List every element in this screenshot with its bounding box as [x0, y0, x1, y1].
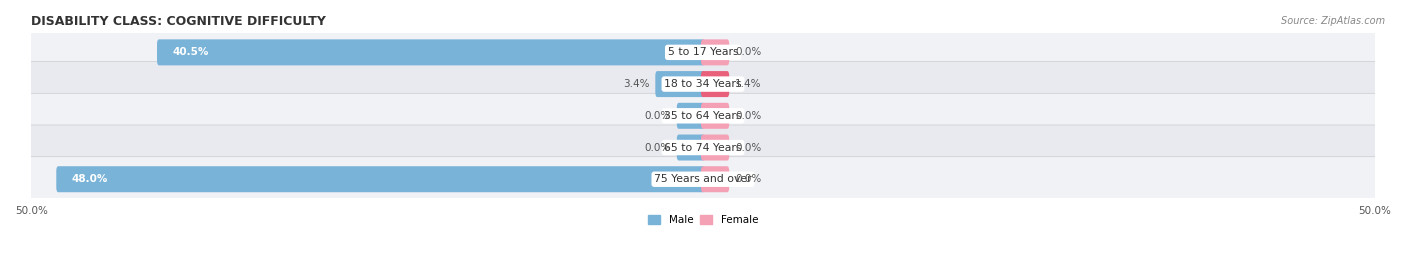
FancyBboxPatch shape [27, 62, 1379, 107]
Text: 75 Years and over: 75 Years and over [654, 174, 752, 184]
Text: 0.0%: 0.0% [735, 143, 762, 153]
FancyBboxPatch shape [676, 134, 704, 161]
FancyBboxPatch shape [27, 157, 1379, 202]
Text: 0.0%: 0.0% [735, 47, 762, 57]
Text: 0.0%: 0.0% [644, 143, 671, 153]
Text: 3.4%: 3.4% [623, 79, 650, 89]
Text: 0.0%: 0.0% [735, 174, 762, 184]
FancyBboxPatch shape [702, 71, 730, 97]
Text: 35 to 64 Years: 35 to 64 Years [664, 111, 742, 121]
FancyBboxPatch shape [702, 103, 730, 129]
FancyBboxPatch shape [56, 166, 704, 192]
Text: 0.0%: 0.0% [735, 111, 762, 121]
FancyBboxPatch shape [655, 71, 704, 97]
Text: 48.0%: 48.0% [72, 174, 108, 184]
FancyBboxPatch shape [157, 39, 704, 65]
Text: 65 to 74 Years: 65 to 74 Years [664, 143, 742, 153]
FancyBboxPatch shape [702, 166, 730, 192]
FancyBboxPatch shape [702, 134, 730, 161]
Text: Source: ZipAtlas.com: Source: ZipAtlas.com [1281, 16, 1385, 26]
Legend: Male, Female: Male, Female [644, 211, 762, 229]
FancyBboxPatch shape [27, 30, 1379, 75]
FancyBboxPatch shape [676, 103, 704, 129]
Text: 1.4%: 1.4% [735, 79, 762, 89]
Text: 0.0%: 0.0% [644, 111, 671, 121]
FancyBboxPatch shape [27, 93, 1379, 138]
Text: 18 to 34 Years: 18 to 34 Years [664, 79, 742, 89]
Text: 40.5%: 40.5% [173, 47, 209, 57]
Text: 5 to 17 Years: 5 to 17 Years [668, 47, 738, 57]
FancyBboxPatch shape [27, 125, 1379, 170]
FancyBboxPatch shape [702, 39, 730, 65]
Text: DISABILITY CLASS: COGNITIVE DIFFICULTY: DISABILITY CLASS: COGNITIVE DIFFICULTY [31, 15, 326, 28]
